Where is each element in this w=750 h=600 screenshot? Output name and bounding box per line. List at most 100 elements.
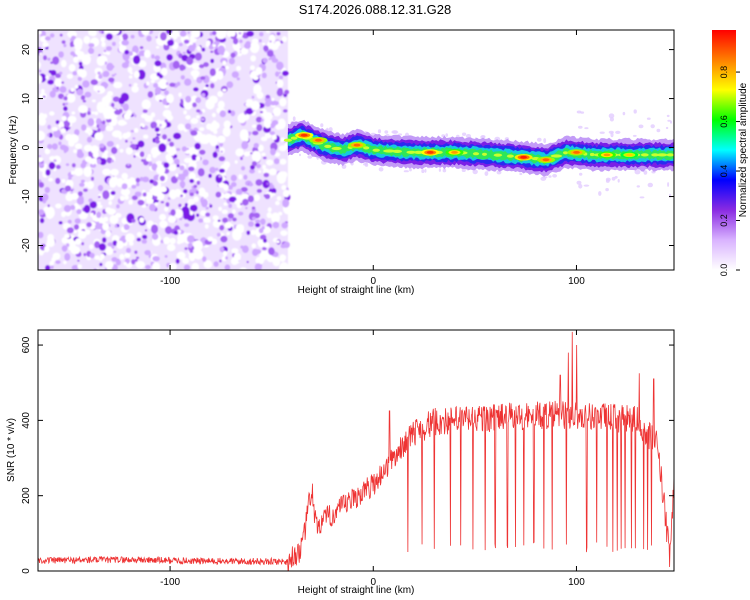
noise-speckle [103, 49, 107, 53]
noise-speckle [108, 177, 117, 188]
noise-speckle [226, 30, 233, 38]
noise-speckle [199, 127, 205, 132]
noise-speckle [76, 209, 82, 215]
noise-speckle [113, 81, 123, 89]
noise-speckle [96, 211, 102, 218]
noise-speckle [210, 83, 215, 89]
noise-speckle [55, 177, 61, 185]
noise-speckle [61, 211, 66, 218]
noise-speckle [195, 190, 199, 195]
signal-speckle [378, 167, 384, 172]
signal-speckle [576, 110, 582, 114]
spectrogram-signal-track [283, 109, 674, 199]
hot-spot [520, 155, 527, 159]
noise-speckle [106, 157, 113, 164]
noise-speckle [42, 193, 49, 202]
noise-speckle [197, 168, 205, 177]
noise-speckle [265, 30, 270, 34]
noise-speckle [165, 202, 170, 207]
noise-speckle [115, 259, 121, 266]
noise-speckle [182, 257, 190, 264]
noise-speckle [174, 158, 180, 165]
noise-speckle [83, 204, 91, 214]
noise-speckle [59, 86, 67, 93]
noise-speckle [282, 70, 289, 77]
noise-speckle [170, 189, 176, 193]
noise-speckle [276, 88, 284, 97]
noise-speckle [112, 115, 117, 119]
noise-speckle [212, 30, 217, 36]
noise-speckle [75, 49, 81, 56]
signal-speckle [578, 125, 583, 129]
colorbar-tick-label: 0.8 [719, 66, 729, 79]
noise-speckle [154, 137, 161, 144]
noise-speckle [87, 181, 94, 190]
noise-speckle [162, 109, 172, 118]
noise-speckle [134, 152, 139, 156]
noise-speckle [169, 237, 176, 245]
noise-speckle [77, 230, 87, 239]
noise-speckle [253, 89, 260, 95]
noise-speckle [181, 206, 190, 217]
noise-speckle [193, 196, 199, 203]
noise-speckle [255, 67, 263, 75]
noise-speckle [223, 120, 231, 129]
noise-speckle [226, 81, 234, 89]
noise-speckle [94, 132, 104, 141]
noise-speckle [125, 139, 128, 143]
signal-speckle [599, 131, 605, 134]
noise-speckle [222, 126, 231, 137]
noise-speckle [84, 156, 92, 163]
noise-speckle [238, 174, 243, 180]
noise-speckle [150, 112, 156, 118]
noise-speckle [230, 174, 237, 182]
noise-speckle [102, 237, 107, 243]
noise-speckle [200, 76, 206, 80]
noise-speckle [66, 94, 73, 99]
snr-y-axis-label: SNR (10 * v/v) [6, 418, 17, 482]
noise-speckle [149, 203, 156, 212]
noise-speckle [111, 257, 118, 262]
noise-speckle [196, 45, 201, 51]
noise-speckle [180, 75, 185, 80]
noise-speckle [44, 36, 51, 41]
noise-speckle [217, 45, 225, 55]
signal-core [493, 153, 503, 157]
noise-speckle [92, 150, 99, 159]
noise-speckle [141, 30, 150, 36]
noise-speckle [119, 253, 125, 260]
noise-speckle [70, 189, 74, 192]
noise-speckle [228, 185, 233, 190]
noise-speckle [240, 157, 243, 161]
noise-speckle [53, 159, 57, 163]
noise-speckle [42, 95, 46, 98]
noise-speckle [224, 222, 232, 229]
noise-speckle [185, 123, 192, 130]
noise-speckle [271, 192, 276, 196]
noise-speckle [282, 189, 290, 198]
noise-speckle [251, 216, 256, 221]
noise-speckle [164, 119, 168, 123]
noise-speckle [94, 111, 99, 116]
signal-speckle [646, 117, 651, 120]
signal-speckle [438, 168, 441, 172]
noise-speckle [97, 71, 101, 75]
hot-spot [603, 153, 611, 157]
noise-speckle [105, 261, 114, 269]
noise-speckle [148, 161, 153, 167]
noise-speckle [176, 164, 180, 168]
signal-speckle [363, 163, 368, 166]
noise-speckle [52, 56, 60, 65]
noise-speckle [83, 35, 91, 44]
noise-speckle [250, 100, 260, 111]
noise-speckle [228, 203, 233, 209]
noise-speckle [140, 113, 148, 119]
noise-speckle [65, 134, 74, 141]
noise-speckle [167, 39, 175, 46]
snr-y-tick-label: 400 [21, 412, 32, 429]
noise-speckle [205, 206, 209, 210]
noise-speckle [50, 264, 54, 270]
signal-speckle [583, 184, 590, 187]
noise-speckle [63, 106, 68, 112]
noise-speckle [128, 83, 132, 87]
